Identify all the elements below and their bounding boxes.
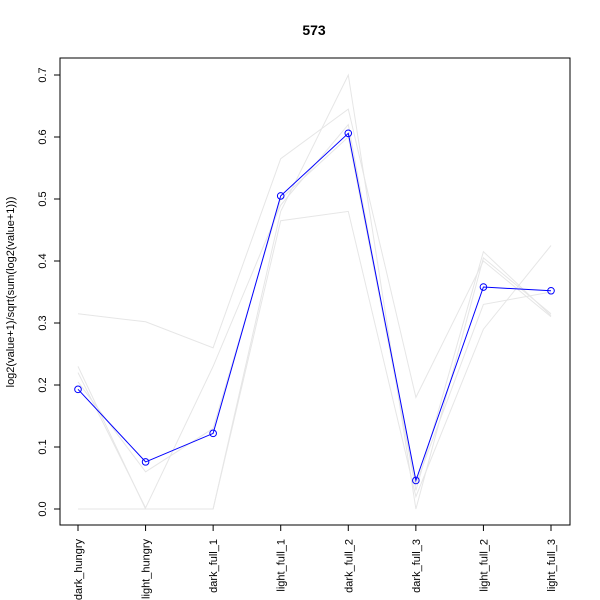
x-tick-label: dark_full_1	[208, 539, 220, 593]
plot-frame	[59, 57, 571, 526]
y-axis-label: log2(value+1)/sqrt(sum(log2(value+1)))	[5, 197, 17, 388]
main-series-line	[77, 132, 552, 483]
x-tick-label: dark_hungry	[73, 539, 85, 600]
main-series	[74, 129, 555, 485]
y-tick-label: 0.4	[37, 253, 49, 268]
y-tick-label: 0.2	[37, 377, 49, 392]
data-point	[479, 283, 488, 291]
x-tick-label: light_hungry	[141, 539, 153, 599]
x-tick-label: dark_full_2	[343, 539, 355, 593]
background-series-line	[77, 136, 552, 487]
x-axis: dark_hungry light_hungry dark_full_1 light_…	[73, 525, 558, 600]
data-point	[547, 286, 555, 295]
data-point	[209, 429, 217, 438]
background-series-line	[77, 73, 552, 510]
x-tick-label: dark_full_3	[411, 539, 423, 593]
y-tick-label: 0.0	[37, 501, 49, 516]
x-tick-label: light_full_3	[546, 539, 558, 592]
x-tick-label: light_full_2	[478, 539, 490, 592]
background-series	[77, 73, 552, 510]
chart-title: 573	[302, 22, 326, 38]
y-tick-label: 0.6	[37, 129, 49, 144]
y-tick-label: 0.5	[37, 191, 49, 206]
data-point	[276, 192, 285, 200]
background-series-line	[78, 210, 552, 510]
data-point	[74, 385, 82, 394]
data-point	[412, 476, 420, 485]
y-tick-label: 0.1	[37, 439, 49, 454]
background-series-line	[77, 108, 552, 399]
data-point	[344, 129, 353, 138]
y-axis: 0.0 0.1 0.2 0.3 0.4 0.5 0.6 0.7	[37, 67, 60, 517]
data-point	[141, 458, 150, 466]
x-tick-label: light_full_1	[276, 539, 288, 592]
y-tick-label: 0.3	[37, 315, 49, 330]
y-tick-label: 0.7	[37, 67, 49, 82]
background-series-line	[77, 123, 552, 509]
